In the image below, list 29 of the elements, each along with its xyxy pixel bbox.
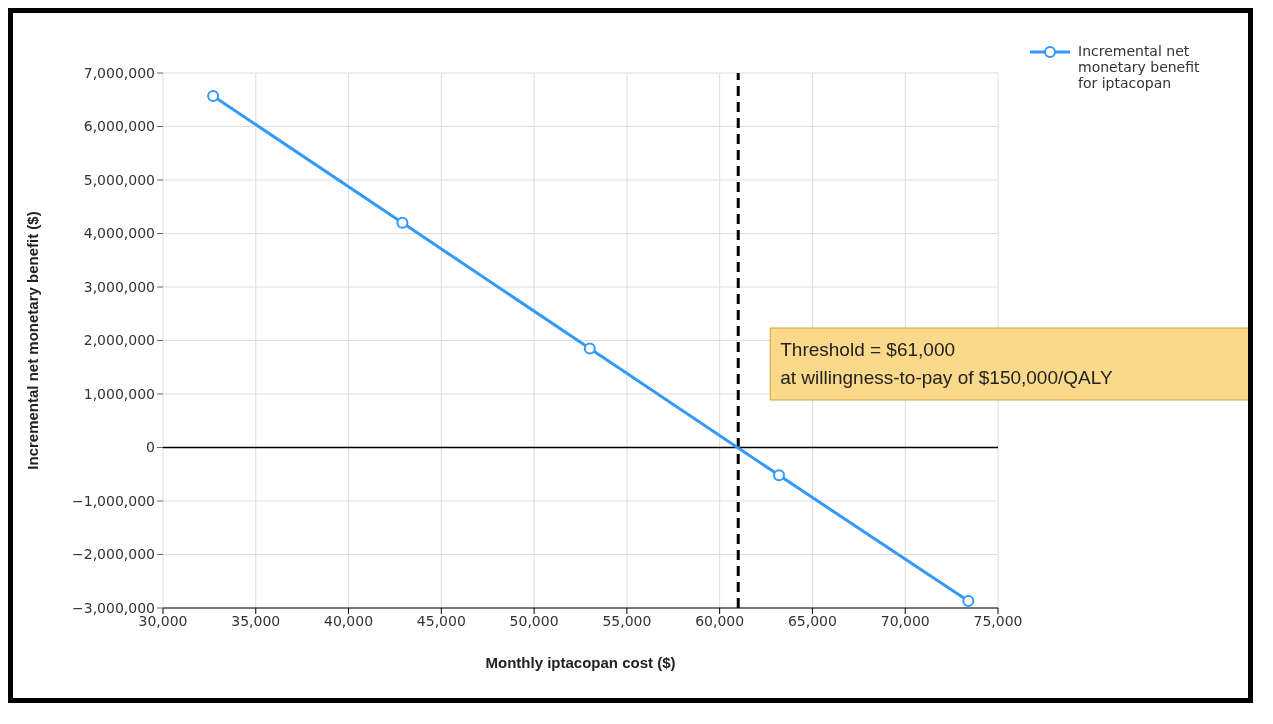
ref-line-label: Threshold = $61,000 at willingness-to-pay of $150,000/QALY bbox=[780, 339, 1113, 388]
point bbox=[583, 342, 596, 355]
callout-box: Threshold = $61,000 at willingness-to-pay of $150,000/QALY bbox=[769, 327, 1248, 401]
x-tick-label: 75,000 bbox=[973, 612, 1023, 629]
x-tick-label: 45,000 bbox=[416, 612, 466, 629]
x-axis-title: Monthly iptacopan cost ($) bbox=[485, 654, 676, 671]
y-tick-label: 1,000,000 bbox=[83, 385, 155, 402]
point bbox=[962, 595, 975, 608]
y-tick-label: 3,000,000 bbox=[83, 278, 155, 295]
x-tick-label: 70,000 bbox=[880, 612, 930, 629]
point bbox=[207, 90, 220, 103]
point bbox=[773, 469, 786, 482]
y-tick-label: 0 bbox=[146, 439, 155, 456]
y-axis-title: Incremental net monetary benefit ($) bbox=[24, 211, 42, 470]
point bbox=[396, 216, 409, 229]
y-tick-label: 5,000,000 bbox=[83, 171, 155, 188]
y-tick-label: 2,000,000 bbox=[83, 332, 155, 349]
legend-label: Incremental net monetary benefit for iptacopan bbox=[1078, 43, 1201, 91]
y-tick-label: 6,000,000 bbox=[83, 118, 155, 135]
y-tick-label: 4,000,000 bbox=[83, 225, 155, 242]
x-tick-label: 55,000 bbox=[602, 612, 652, 629]
y-tick-label: −1,000,000 bbox=[72, 492, 155, 509]
x-tick-label: 35,000 bbox=[231, 612, 281, 629]
x-tick-label: 60,000 bbox=[695, 612, 745, 629]
x-tick-label: 65,000 bbox=[787, 612, 837, 629]
y-tick-label: −2,000,000 bbox=[72, 546, 155, 563]
y-tick-label: 7,000,000 bbox=[83, 64, 155, 81]
x-tick-label: 50,000 bbox=[509, 612, 559, 629]
x-tick-label: 40,000 bbox=[324, 612, 374, 629]
